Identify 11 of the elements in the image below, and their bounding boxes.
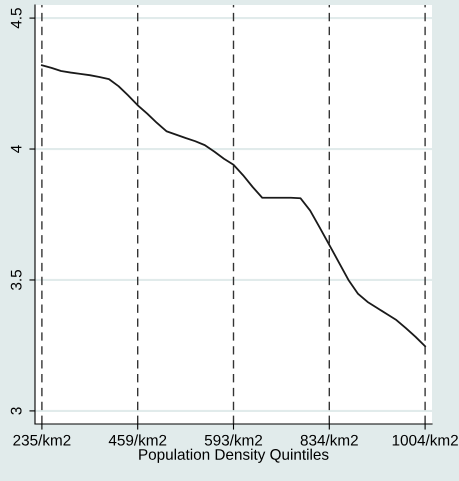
x-tick-label: 235/km2: [13, 434, 70, 446]
y-tick-label: 4.5: [10, 8, 22, 28]
y-tick-label: 4: [10, 145, 22, 153]
x-tick-label: 459/km2: [108, 434, 166, 446]
y-tick-label: 3: [10, 407, 22, 415]
x-tick-label: 593/km2: [204, 434, 262, 446]
x-tick-label: 834/km2: [300, 434, 358, 446]
line-series: [40, 64, 426, 348]
x-axis-title: Population Density Quintiles: [139, 448, 328, 463]
x-tick-label: 1004/km2: [392, 434, 458, 446]
y-tick-label: 3.5: [10, 270, 22, 290]
